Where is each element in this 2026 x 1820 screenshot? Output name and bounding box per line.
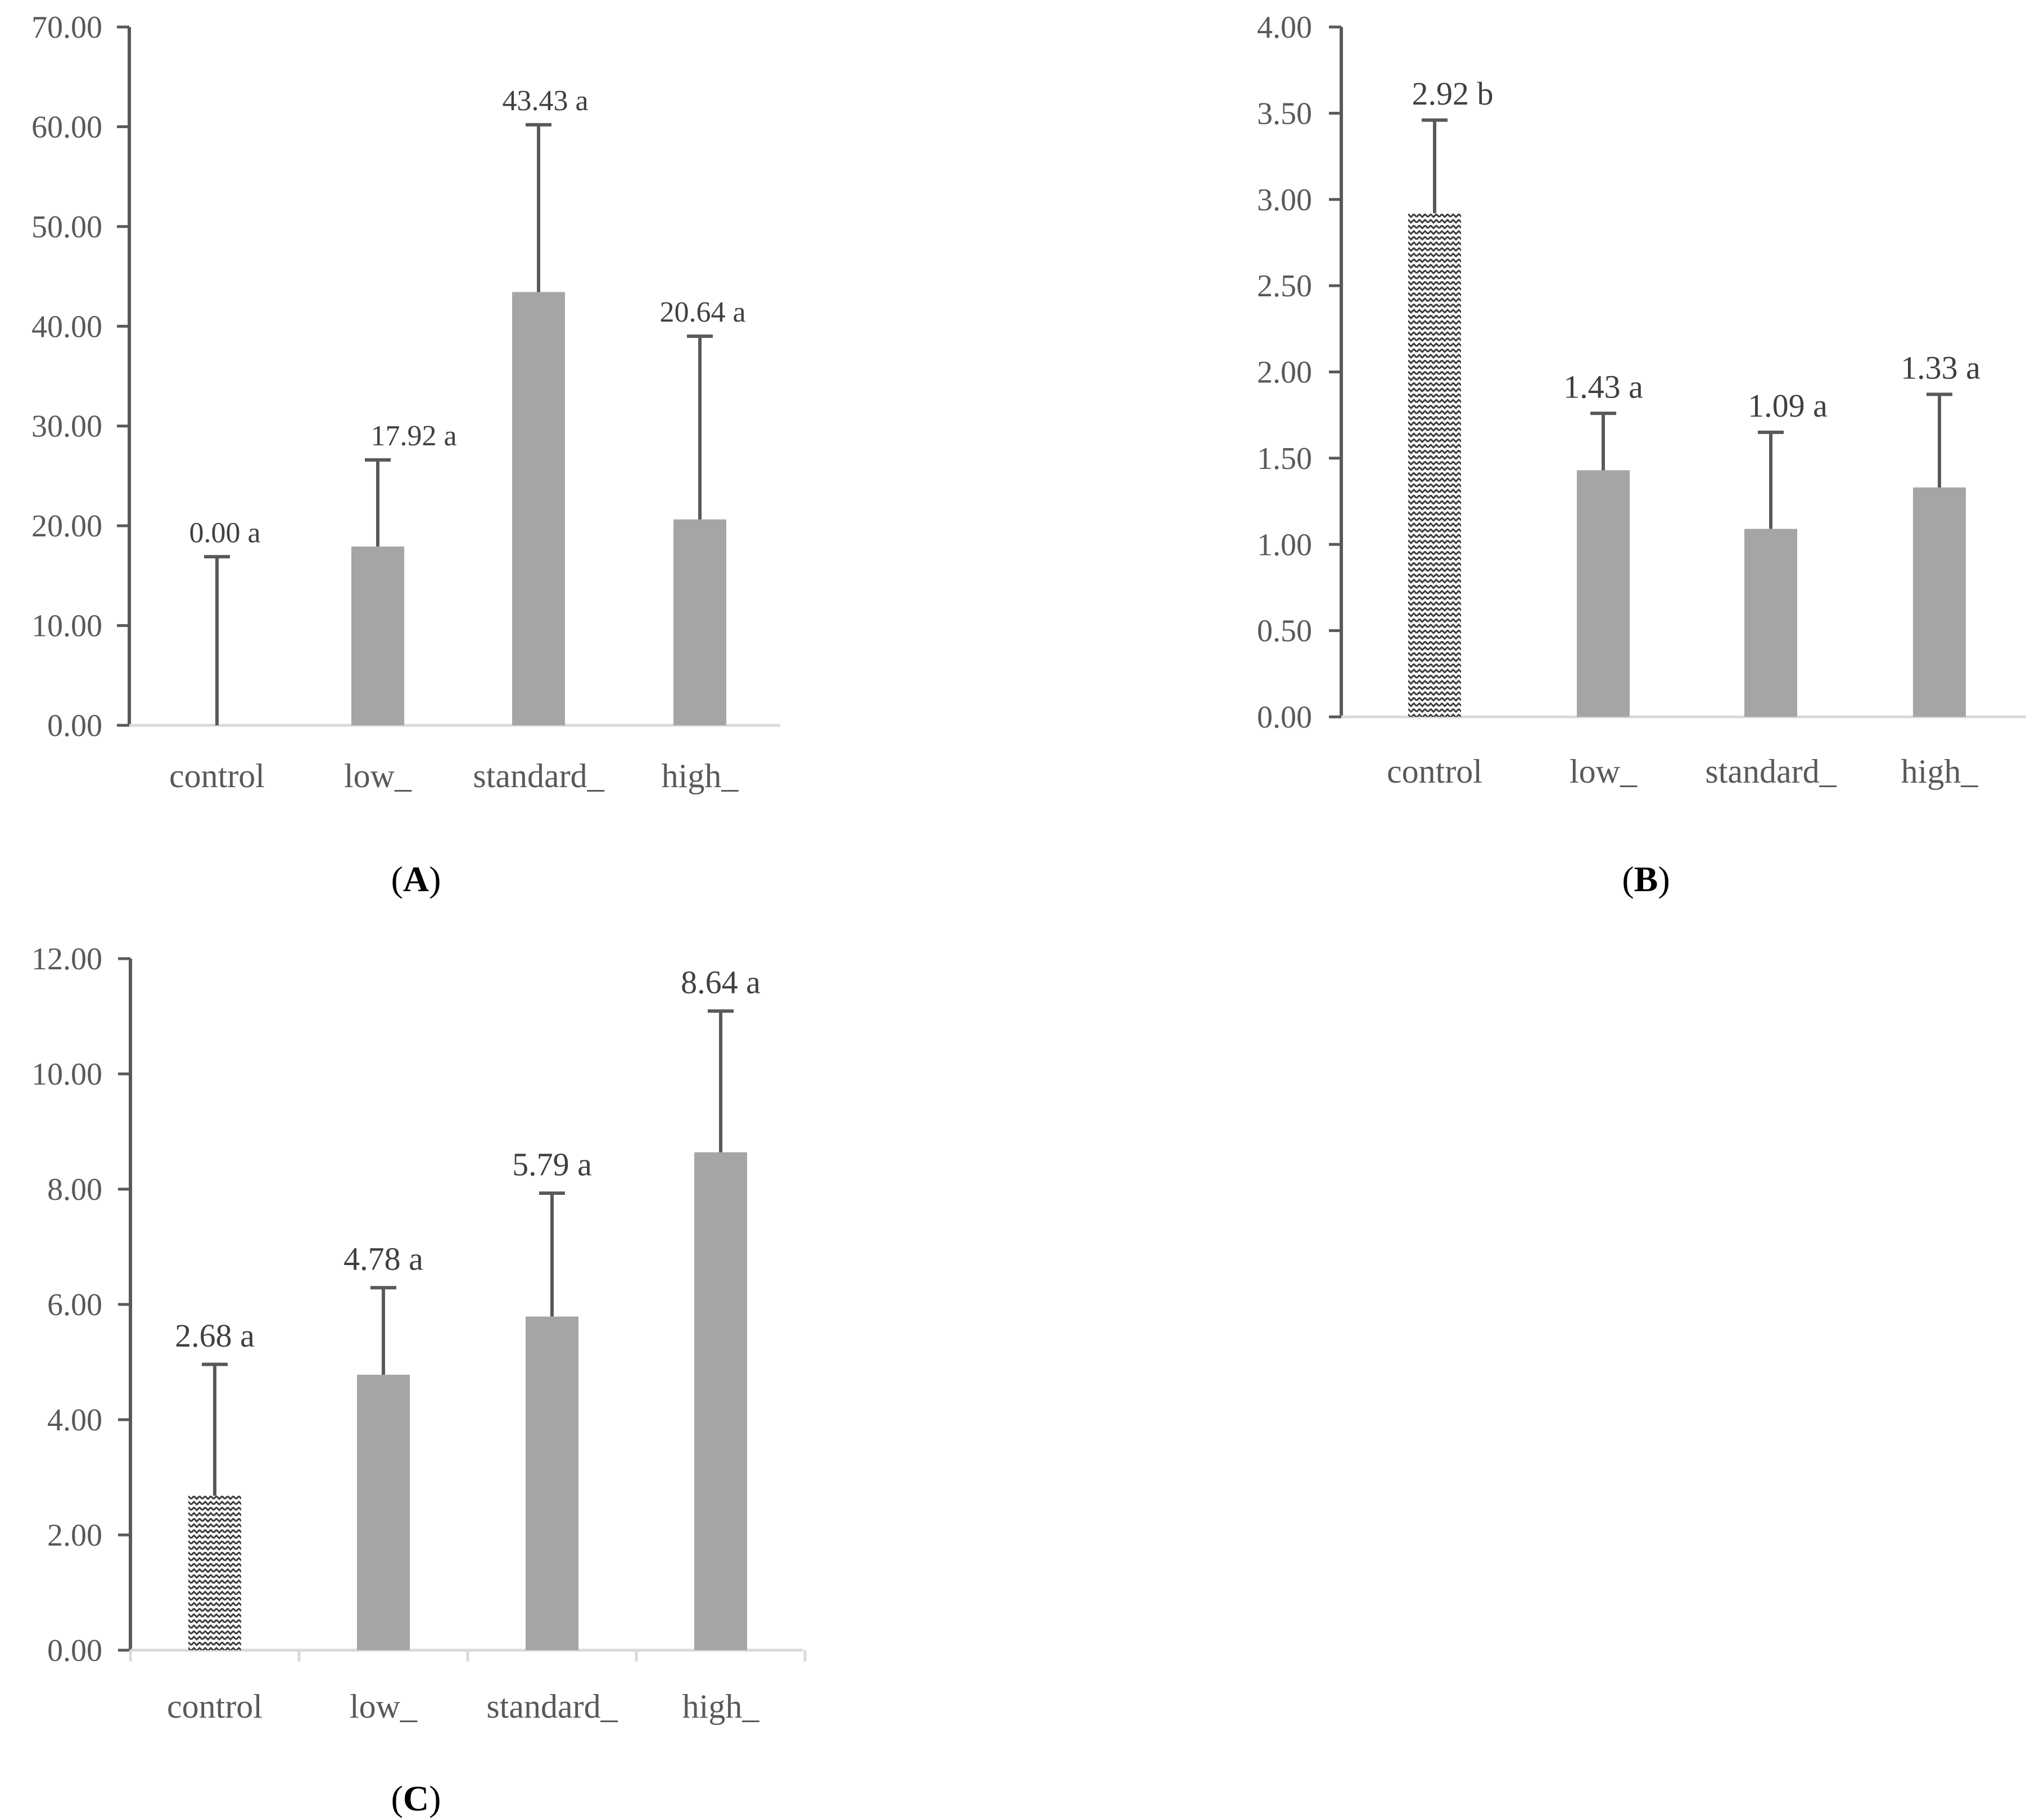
bar <box>357 1375 410 1650</box>
data-label: 1.09 a <box>1748 387 1828 424</box>
panel-c-chart: 0.00 2.00 4.00 6.00 8.00 10.00 12.00 2.68 a cont… <box>31 942 807 1818</box>
y-tick-label: 6.00 <box>47 1288 102 1322</box>
panel-caption-letter: C <box>403 1778 429 1818</box>
category-label: high_ <box>682 1688 760 1725</box>
bar <box>1744 529 1797 717</box>
category-label: low_ <box>344 757 412 794</box>
y-tick-label: 1.00 <box>1257 527 1312 562</box>
y-tick-label: 60.00 <box>31 110 102 144</box>
y-tick-label: 4.00 <box>1257 10 1312 45</box>
y-tick-label: 3.00 <box>1257 183 1312 218</box>
y-tick-label: 2.50 <box>1257 269 1312 304</box>
bar <box>1913 487 1966 717</box>
bar <box>1577 470 1630 717</box>
bar <box>673 519 726 725</box>
panel-b-chart: 0.00 0.50 1.00 1.50 2.00 2.50 3.00 3.50 4.00 2.92… <box>1257 10 2026 899</box>
category-label: low_ <box>1570 753 1638 790</box>
data-label: 0.00 a <box>189 517 260 549</box>
y-tick-label: 0.00 <box>47 1633 102 1668</box>
y-tick-label: 2.00 <box>1257 355 1312 390</box>
data-label: 17.92 a <box>370 420 456 452</box>
data-label: 1.43 a <box>1563 368 1643 405</box>
y-tick-label: 0.00 <box>47 708 102 743</box>
y-tick-label: 40.00 <box>31 309 102 344</box>
y-tick-label: 1.50 <box>1257 441 1312 476</box>
category-label: high_ <box>1901 753 1979 790</box>
data-label: 8.64 a <box>681 964 761 1001</box>
data-label: 4.78 a <box>343 1241 423 1277</box>
y-tick-label: 30.00 <box>31 409 102 444</box>
y-tick-label: 8.00 <box>47 1172 102 1207</box>
y-tick-label: 0.00 <box>1257 700 1312 735</box>
category-label: standard_ <box>486 1688 618 1725</box>
y-tick-label: 10.00 <box>31 1057 102 1092</box>
data-label: 2.92 b <box>1412 75 1494 112</box>
bar <box>1408 213 1461 717</box>
y-tick-label: 50.00 <box>31 210 102 245</box>
bar <box>512 292 565 725</box>
panel-caption-letter: A <box>403 859 429 899</box>
panel-caption: (C) <box>391 1778 441 1818</box>
bar <box>694 1152 747 1650</box>
bar <box>188 1496 241 1650</box>
data-label: 1.33 a <box>1901 350 1980 386</box>
panel-caption: (B) <box>1622 859 1670 899</box>
category-label: low_ <box>350 1688 418 1725</box>
y-tick-label: 10.00 <box>31 609 102 644</box>
panel-a-chart: 0.00 10.00 20.00 30.00 40.00 50.00 60.00 70.00 0… <box>31 10 780 899</box>
bar <box>526 1316 578 1650</box>
y-tick-label: 12.00 <box>31 942 102 977</box>
y-tick-label: 2.00 <box>47 1518 102 1553</box>
data-label: 2.68 a <box>175 1317 255 1354</box>
data-label: 5.79 a <box>512 1146 592 1182</box>
category-label: high_ <box>662 757 739 794</box>
data-label: 20.64 a <box>659 296 745 328</box>
bar <box>351 547 404 725</box>
y-tick-label: 4.00 <box>47 1403 102 1438</box>
y-tick-label: 20.00 <box>31 509 102 544</box>
category-label: standard_ <box>1705 753 1837 790</box>
y-tick-label: 0.50 <box>1257 614 1312 649</box>
y-tick-label: 3.50 <box>1257 96 1312 131</box>
panel-caption-letter: B <box>1634 859 1658 899</box>
panel-caption: (A) <box>391 859 441 899</box>
category-label: control <box>169 757 265 794</box>
category-label: control <box>167 1688 263 1725</box>
category-label: control <box>1387 753 1482 790</box>
y-tick-label: 70.00 <box>31 10 102 45</box>
data-label: 43.43 a <box>502 85 588 117</box>
category-label: standard_ <box>473 757 604 794</box>
